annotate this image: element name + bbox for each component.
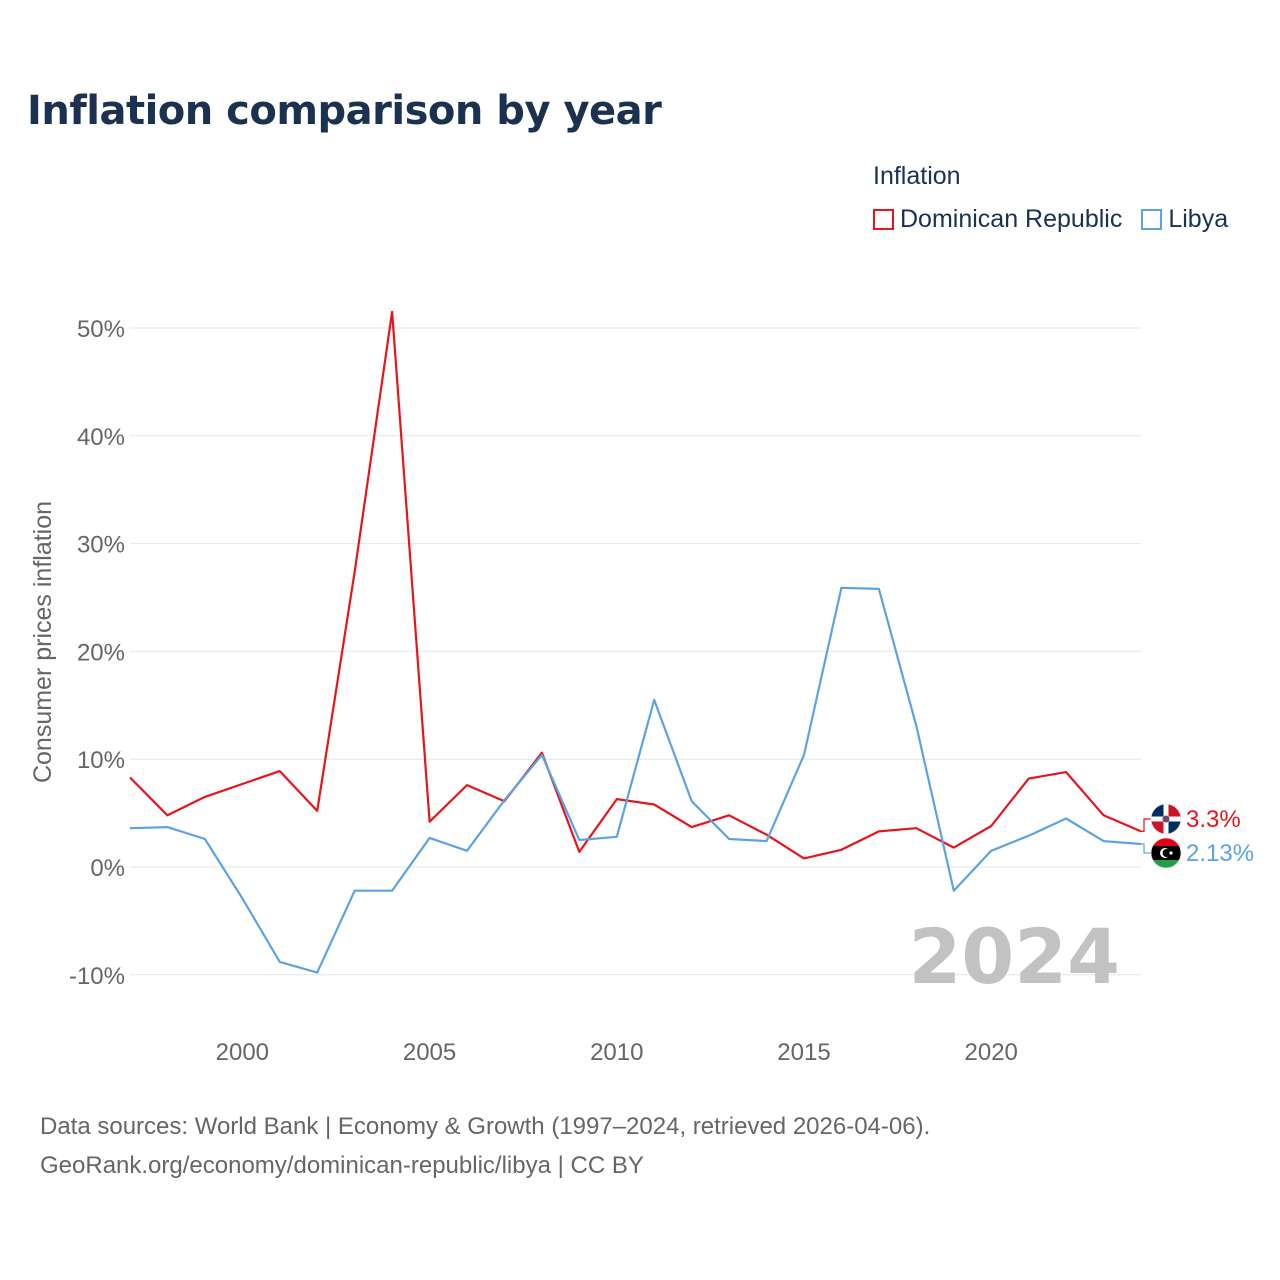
x-tick-label: 2005 (403, 1039, 456, 1066)
source-notes: Data sources: World Bank | Economy & Gro… (40, 1107, 930, 1185)
x-tick-label: 2010 (590, 1039, 643, 1066)
source-line-2: GeoRank.org/economy/dominican-republic/l… (40, 1152, 644, 1179)
y-tick-label: 20% (77, 639, 125, 666)
flag-icon-libya (1150, 837, 1182, 869)
legend-item-libya[interactable]: Libya (1141, 205, 1228, 234)
legend: Dominican Republic Libya (873, 205, 1228, 234)
y-tick-label: -10% (69, 963, 125, 990)
y-axis-label: Consumer prices inflation (29, 501, 57, 783)
x-tick-label: 2000 (216, 1039, 269, 1066)
y-tick-label: 30% (77, 532, 125, 559)
year-watermark: 2024 (908, 912, 1120, 1001)
series-line-libya[interactable] (129, 586, 1142, 974)
end-label-libya: 2.13% (1186, 840, 1254, 867)
legend-label-dominican-republic: Dominican Republic (900, 205, 1123, 233)
grid-lines (130, 327, 1141, 976)
x-tick-label: 2015 (777, 1039, 830, 1066)
y-tick-label: 10% (77, 747, 125, 774)
y-tick-label: 0% (90, 855, 125, 882)
end-label-dominican-republic: 3.3% (1186, 806, 1241, 833)
legend-label-libya: Libya (1168, 205, 1229, 233)
end-labels: 3.3% 2.13% (1141, 803, 1254, 869)
legend-swatch-dominican-republic (873, 209, 894, 230)
flag-icon-dominican-republic (1150, 803, 1182, 835)
end-label-connector (1141, 843, 1151, 854)
x-tick-label: 2020 (965, 1039, 1018, 1066)
y-tick-label: 40% (77, 424, 125, 451)
line-chart: -10%0%10%20%30%40%50% 2000 2005 2010 2015 20… (29, 310, 1254, 1066)
y-axis-ticks: -10% 0% 10% 20% 30% 40% 50% (69, 316, 125, 990)
y-tick-label: 50% (77, 316, 125, 343)
legend-swatch-libya (1141, 209, 1163, 230)
end-label-connector (1141, 818, 1151, 833)
series-line-dominican-republic[interactable] (129, 310, 1142, 860)
legend-title: Inflation (873, 162, 961, 190)
legend-item-dominican-republic[interactable]: Dominican Republic (873, 205, 1122, 234)
x-axis-ticks: 2000 2005 2010 2015 2020 (216, 1039, 1018, 1066)
source-line-1: Data sources: World Bank | Economy & Gro… (40, 1113, 931, 1140)
series-lines (129, 310, 1142, 974)
chart-title: Inflation comparison by year (27, 88, 662, 134)
